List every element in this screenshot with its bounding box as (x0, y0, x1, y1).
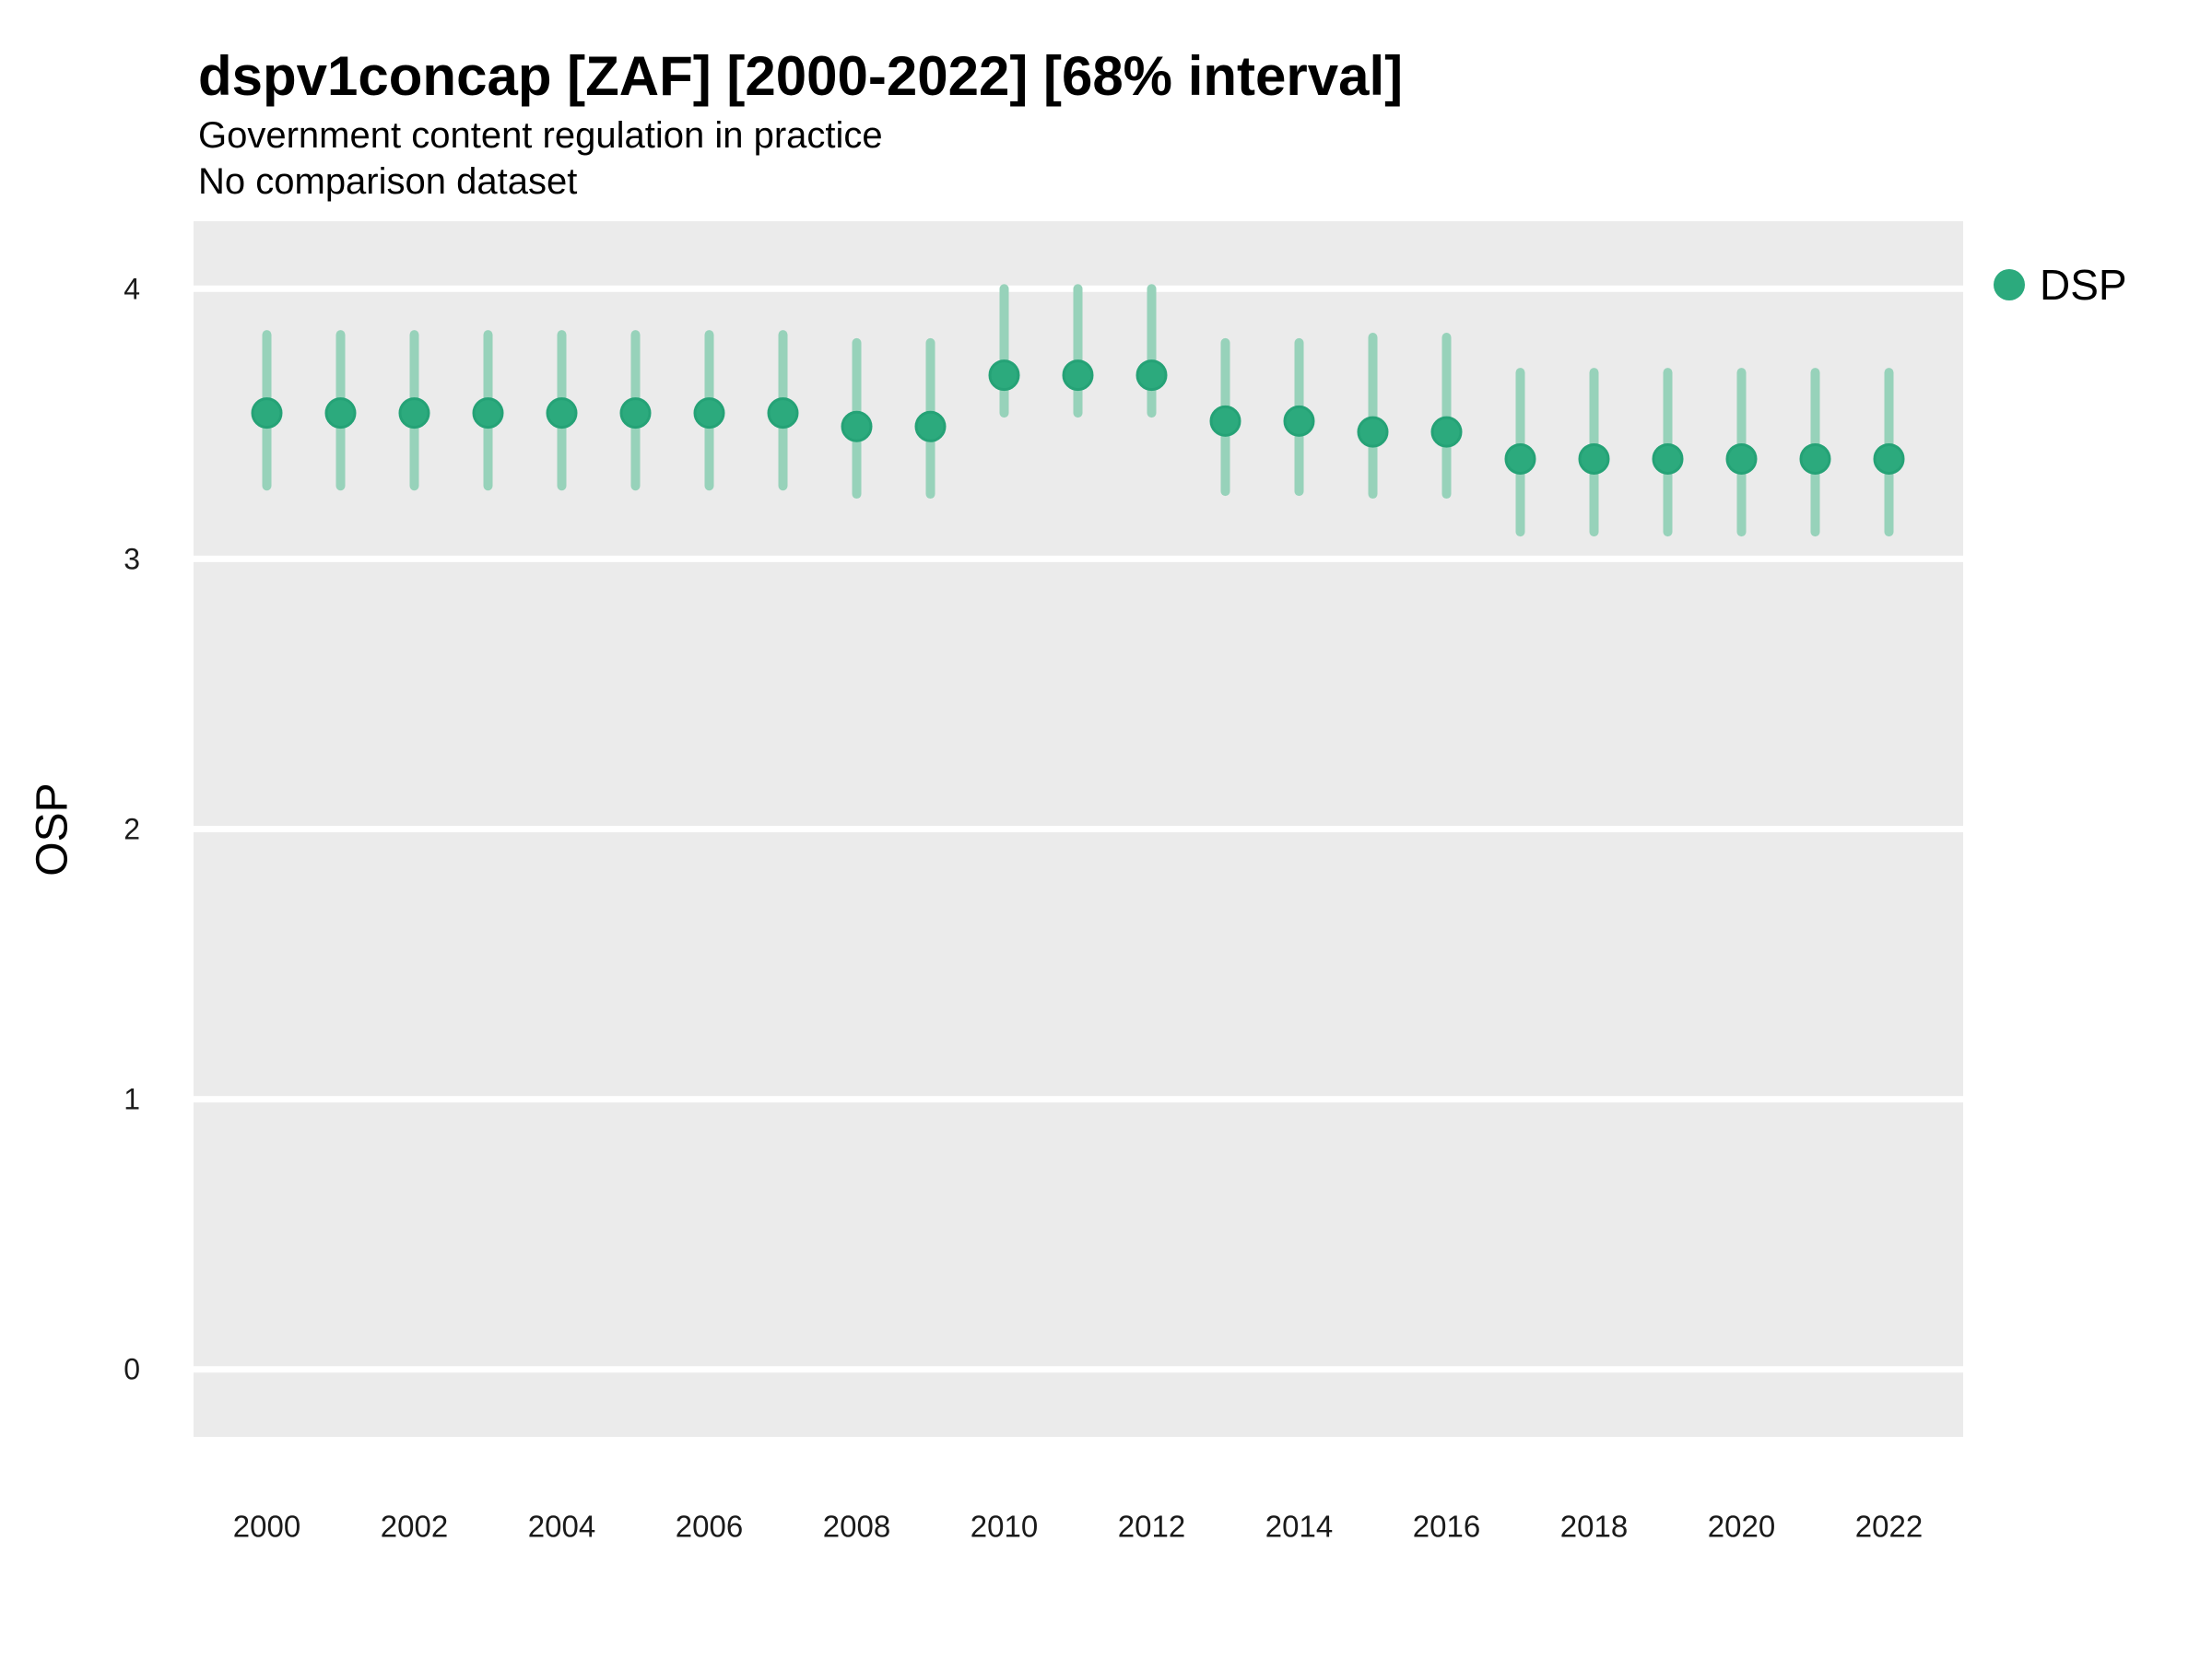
y-tick-label-0: 0 (124, 1353, 140, 1386)
x-tick-label-2002: 2002 (381, 1510, 448, 1544)
point-2012 (1135, 359, 1168, 392)
point-2009 (914, 410, 947, 442)
x-tick-label-2012: 2012 (1118, 1510, 1185, 1544)
x-tick-label-2022: 2022 (1855, 1510, 1923, 1544)
point-2006 (693, 397, 725, 429)
point-2013 (1209, 405, 1241, 437)
point-2017 (1504, 442, 1536, 475)
point-2021 (1799, 442, 1831, 475)
point-2011 (1062, 359, 1094, 392)
point-2005 (619, 397, 652, 429)
point-2014 (1283, 405, 1315, 437)
x-tick-label-2000: 2000 (233, 1510, 300, 1544)
legend-label: DSP (2040, 261, 2127, 309)
plot-subtitle: Government content regulation in practic… (198, 112, 883, 205)
point-2007 (767, 397, 799, 429)
x-tick-label-2010: 2010 (971, 1510, 1038, 1544)
page-title: dspv1concap [ZAF] [2000-2022] [68% inter… (198, 45, 1404, 107)
legend-point-icon (1994, 269, 2025, 300)
point-2015 (1357, 416, 1389, 448)
x-tick-label-2004: 2004 (528, 1510, 595, 1544)
x-tick-label-2006: 2006 (676, 1510, 743, 1544)
point-2002 (398, 397, 430, 429)
x-tick-label-2020: 2020 (1708, 1510, 1775, 1544)
y-tick-label-3: 3 (124, 542, 140, 575)
y-axis-title: OSP (28, 782, 77, 877)
point-2019 (1652, 442, 1684, 475)
x-tick-label-2008: 2008 (823, 1510, 890, 1544)
x-tick-label-2016: 2016 (1413, 1510, 1480, 1544)
point-2001 (324, 397, 357, 429)
y-tick-label-1: 1 (124, 1083, 140, 1116)
subtitle-indicator-name: Government content regulation in practic… (198, 115, 883, 156)
y-tick-label-2: 2 (124, 813, 140, 846)
x-tick-label-2018: 2018 (1560, 1510, 1628, 1544)
point-2020 (1725, 442, 1758, 475)
point-2018 (1578, 442, 1610, 475)
point-2008 (841, 410, 873, 442)
point-2004 (546, 397, 578, 429)
point-2000 (251, 397, 283, 429)
legend: DSP (1994, 260, 2127, 310)
y-tick-label-4: 4 (124, 272, 140, 305)
point-2022 (1873, 442, 1905, 475)
point-2010 (988, 359, 1020, 392)
point-2003 (472, 397, 504, 429)
point-2016 (1430, 416, 1463, 448)
x-tick-label-2014: 2014 (1265, 1510, 1333, 1544)
subtitle-comparison-note: No comparison dataset (198, 161, 578, 202)
